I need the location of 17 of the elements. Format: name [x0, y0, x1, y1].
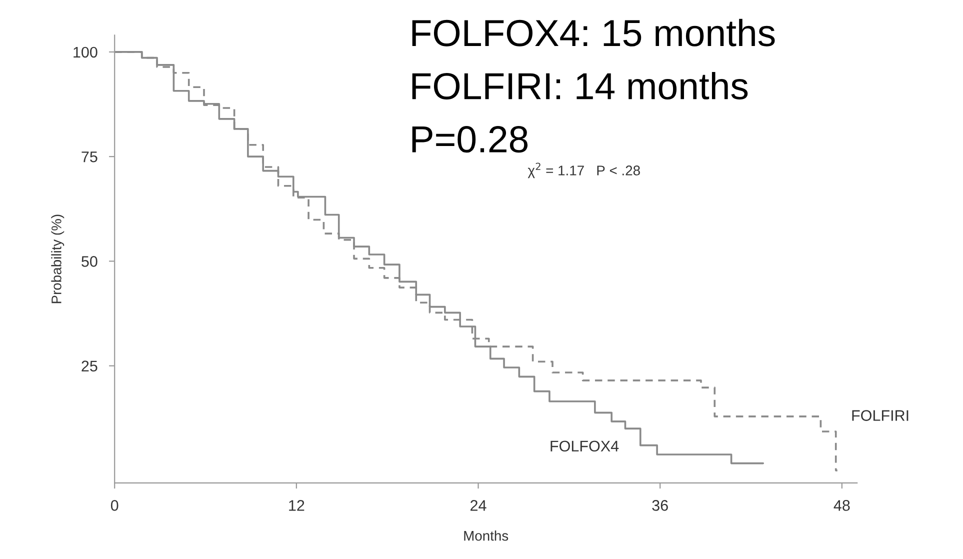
annotation: FOLFIRI: 14 months [412, 72, 748, 100]
annotation: FOLFOX4: 15 months [412, 18, 775, 46]
x-tick-label: 12 [289, 500, 304, 511]
y-tick-label: 25 [82, 360, 98, 372]
x-tick-label: 48 [834, 500, 850, 511]
y-tick-label: 75 [82, 152, 98, 162]
x-axis-title: Months [464, 530, 508, 541]
y-tick-label: 50 [82, 256, 98, 267]
x-tick-label: 24 [470, 500, 486, 511]
y-tick-label: 100 [74, 46, 98, 58]
annotation: P=0.28 [412, 126, 528, 153]
x-tick-label: 0 [110, 500, 118, 511]
y-axis-title: Probability (%) [51, 214, 64, 304]
annotation: χ$^{2}$ = 1.17 P < .28 [528, 162, 640, 178]
series-label: FOLFOX4 [550, 440, 619, 452]
series-label: FOLFIRI [852, 410, 908, 421]
x-tick-label: 36 [652, 500, 668, 511]
